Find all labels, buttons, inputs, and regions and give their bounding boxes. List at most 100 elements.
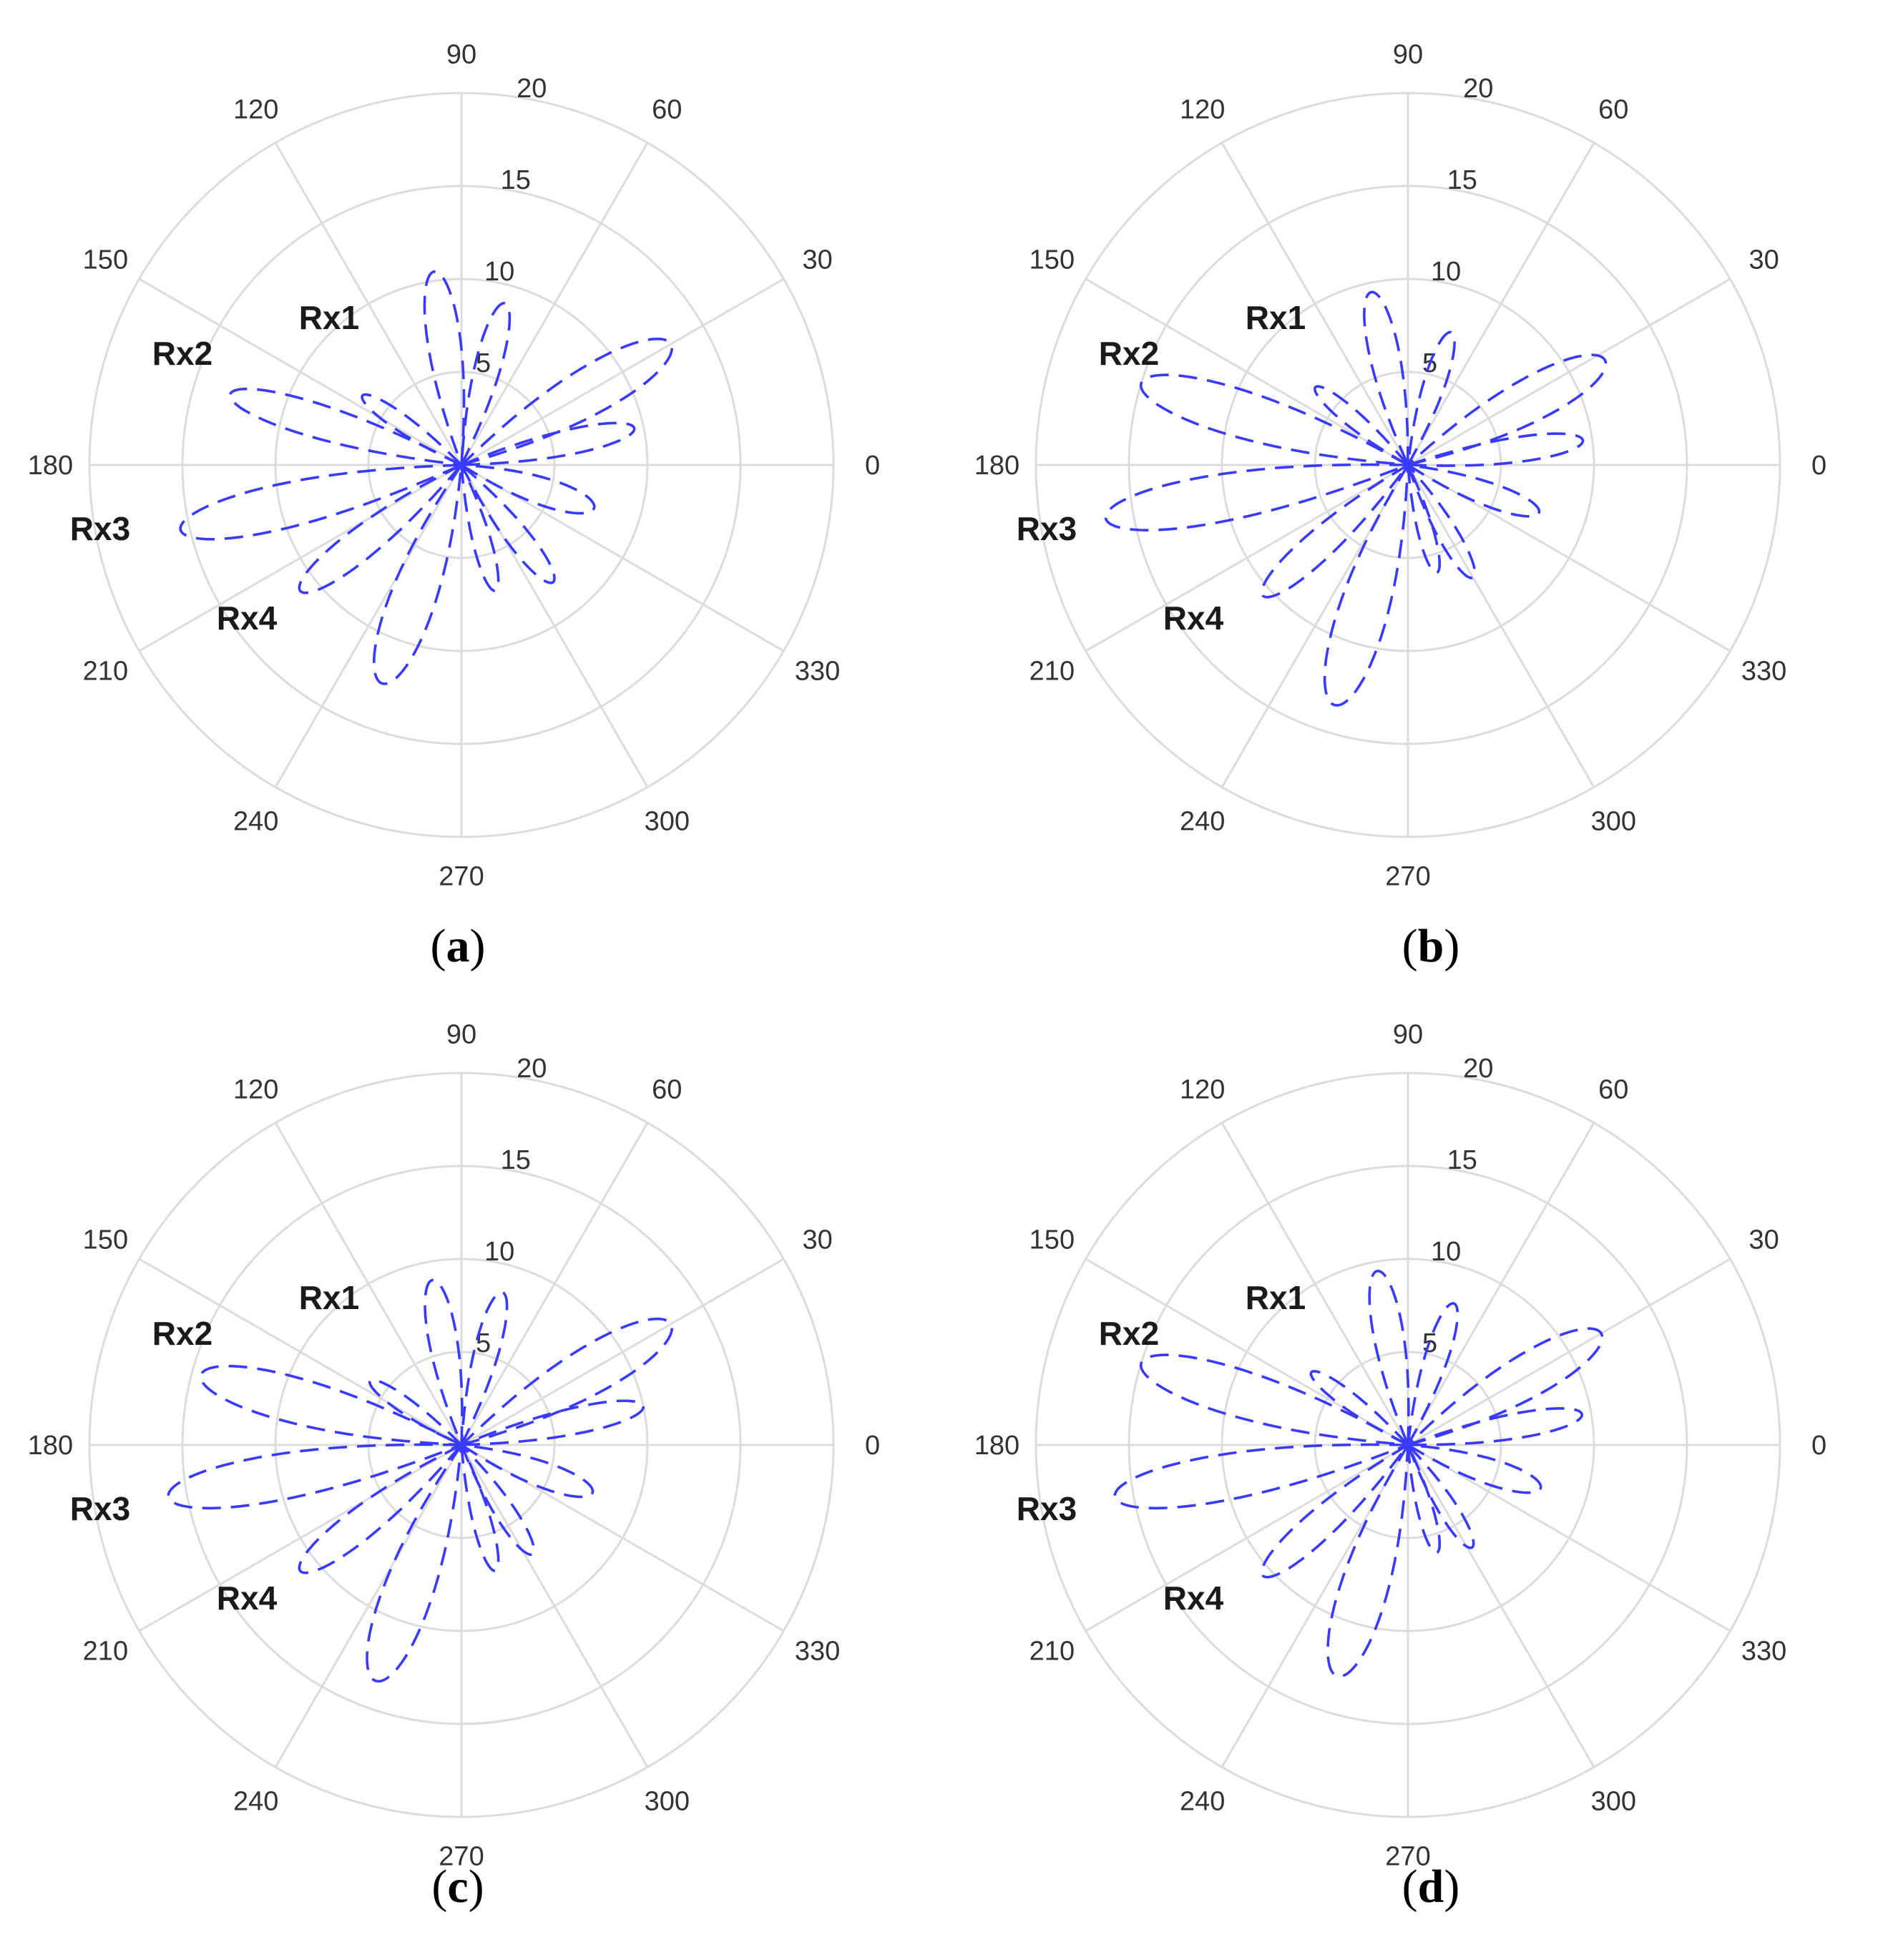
label-rx2: Rx2 [1099,335,1159,372]
lobe-d-10 [1139,1353,1409,1446]
lobe-c-10 [199,1364,462,1446]
label-rx2: Rx2 [152,335,212,372]
angle-tick-label-240: 240 [233,1787,278,1817]
lobe-d-0 [1368,1269,1410,1446]
angle-tick-label-150: 150 [83,245,128,275]
angle-tick-label-300: 300 [645,807,690,837]
label-rx4: Rx4 [1163,599,1224,637]
lobe-d-8 [1260,1444,1409,1579]
angle-tick-label-120: 120 [1180,1074,1225,1104]
angle-tick-label-90: 90 [446,1019,476,1049]
angle-tick-label-90: 90 [1393,1019,1423,1049]
grid-spoke-210 [1085,464,1409,652]
lobe-d-11 [1309,1370,1409,1446]
lobe-b-9 [1104,463,1409,532]
label-rx3: Rx3 [70,1490,130,1527]
label-rx1: Rx1 [1246,299,1306,336]
caption-d: (d) [1402,1861,1460,1913]
grid-spoke-150 [138,278,462,466]
angle-tick-label-270: 270 [1385,862,1430,892]
grid-spoke-150 [1085,278,1409,466]
angle-tick-label-330: 330 [1741,1636,1786,1666]
grid-spoke-240 [274,1444,463,1768]
angle-tick-label-330: 330 [1741,656,1786,686]
radial-tick-label-10: 10 [484,1237,514,1267]
angle-tick-label-0: 0 [1811,451,1826,481]
grid-spoke-30 [1407,278,1731,466]
lobe-b-2 [1407,353,1608,466]
angle-tick-label-240: 240 [233,807,278,837]
angle-tick-label-300: 300 [1591,1787,1636,1817]
grid-spoke-30 [1407,1258,1731,1446]
lobe-a-9 [179,464,462,541]
caption-a: (a) [430,920,486,972]
grid-spoke-330 [1407,464,1731,652]
angle-tick-label-180: 180 [28,1431,73,1461]
angle-tick-label-210: 210 [83,1636,128,1666]
polar-panel-c: 0 30 60 90 120 150 180 210 240 270 300 330 5 10 15 20 Rx… [0,980,946,1960]
lobe-b-7 [1323,464,1409,707]
angle-tick-label-150: 150 [1029,1225,1075,1255]
lobe-a-7 [372,464,463,685]
radial-tick-label-15: 15 [501,1145,531,1175]
grid-spoke-240 [1221,1444,1409,1768]
radial-tick-label-5: 5 [476,348,491,378]
lobe-c-11 [368,1378,463,1446]
angle-tick-label-60: 60 [1598,94,1628,124]
angle-tick-label-30: 30 [1748,1225,1779,1255]
lobe-a-1 [460,302,512,466]
angle-tick-label-270: 270 [439,862,484,892]
grid-spoke-330 [461,1444,785,1632]
lobe-c-7 [366,1444,463,1683]
grid-spoke-240 [274,464,463,788]
lobe-c-6 [460,1444,500,1572]
lobe-b-4 [1407,464,1541,518]
lobe-d-9 [1113,1443,1409,1510]
label-rx4: Rx4 [1163,1579,1224,1617]
lobe-c-4 [461,1444,595,1499]
grid-spoke-210 [138,464,462,652]
lobe-c-8 [298,1444,463,1574]
angle-tick-label-150: 150 [1029,245,1075,275]
polar-chart-a-svg: 0 30 60 90 120 150 180 210 240 270 300 330 5 10 15 20 Rx… [28,39,880,892]
lobe-a-4 [461,464,596,515]
angle-tick-label-210: 210 [1029,656,1075,686]
polar-panel-d: 0 30 60 90 120 150 180 210 240 270 300 330 5 10 15 20 Rx… [946,980,1893,1960]
radial-tick-label-20: 20 [1463,1054,1493,1084]
angle-tick-label-60: 60 [652,94,682,124]
angle-tick-label-30: 30 [802,1225,832,1255]
label-rx3: Rx3 [70,510,130,547]
angle-tick-label-0: 0 [1811,1431,1826,1461]
angle-tick-label-330: 330 [795,1636,840,1666]
angle-tick-label-300: 300 [1591,807,1636,837]
grid-spoke-330 [1407,1444,1731,1632]
grid-spoke-60 [1407,1122,1595,1446]
lobe-c-0 [424,1278,464,1446]
lobe-a-3 [461,421,636,466]
lobe-b-6 [1407,464,1442,574]
angle-tick-label-120: 120 [233,94,278,124]
angle-tick-label-150: 150 [83,1225,128,1255]
angle-tick-label-240: 240 [1180,807,1225,837]
lobe-c-9 [167,1443,462,1510]
lobe-b-3 [1407,432,1585,467]
grid-spoke-150 [138,1258,462,1446]
lobe-a-2 [460,337,674,466]
radial-tick-label-10: 10 [1431,1237,1461,1267]
label-rx2: Rx2 [1099,1315,1159,1352]
label-rx4: Rx4 [217,599,278,637]
lobe-d-2 [1407,1327,1604,1446]
angle-tick-label-60: 60 [652,1074,682,1104]
angle-tick-label-30: 30 [802,245,832,275]
grid-spoke-210 [1085,1444,1409,1632]
label-rx1: Rx1 [1246,1279,1306,1316]
grid-spoke-120 [274,1122,463,1446]
label-rx1: Rx1 [299,299,359,336]
lobe-d-3 [1407,1407,1584,1446]
grid-spoke-300 [460,464,649,788]
lobe-d-7 [1326,1444,1409,1678]
label-rx1: Rx1 [299,1279,359,1316]
lobe-a-5 [460,464,556,584]
angle-tick-label-0: 0 [865,451,880,481]
